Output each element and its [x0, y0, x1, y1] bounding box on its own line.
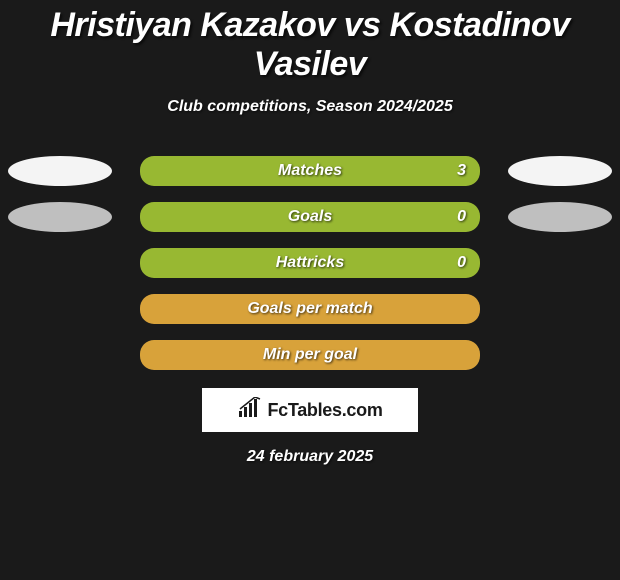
- stat-value: 3: [457, 162, 466, 180]
- stat-bar: Min per goal: [140, 340, 480, 370]
- stat-label: Hattricks: [276, 254, 344, 272]
- stat-row-goals-per-match: Goals per match: [0, 294, 620, 324]
- left-ellipse: [8, 202, 112, 232]
- right-ellipse: [508, 202, 612, 232]
- date-label: 24 february 2025: [0, 448, 620, 466]
- stat-bar: Goals per match: [140, 294, 480, 324]
- stat-bar: Goals 0: [140, 202, 480, 232]
- stat-row-hattricks: Hattricks 0: [0, 248, 620, 278]
- stat-row-goals: Goals 0: [0, 202, 620, 232]
- page-title: Hristiyan Kazakov vs Kostadinov Vasilev: [0, 0, 620, 84]
- left-ellipse: [8, 156, 112, 186]
- logo[interactable]: FcTables.com: [202, 388, 418, 432]
- stat-bar: Matches 3: [140, 156, 480, 186]
- stat-row-min-per-goal: Min per goal: [0, 340, 620, 370]
- stat-label: Goals per match: [247, 300, 372, 318]
- chart-icon: [237, 397, 263, 424]
- stats-area: Matches 3 Goals 0 Hattricks 0 Goals: [0, 156, 620, 370]
- stat-label: Min per goal: [263, 346, 357, 364]
- subtitle: Club competitions, Season 2024/2025: [0, 98, 620, 116]
- right-ellipse: [508, 156, 612, 186]
- stat-value: 0: [457, 208, 466, 226]
- stat-label: Matches: [278, 162, 342, 180]
- comparison-card: Hristiyan Kazakov vs Kostadinov Vasilev …: [0, 0, 620, 580]
- stat-bar: Hattricks 0: [140, 248, 480, 278]
- stat-row-matches: Matches 3: [0, 156, 620, 186]
- logo-text: FcTables.com: [267, 400, 382, 421]
- stat-value: 0: [457, 254, 466, 272]
- stat-label: Goals: [288, 208, 332, 226]
